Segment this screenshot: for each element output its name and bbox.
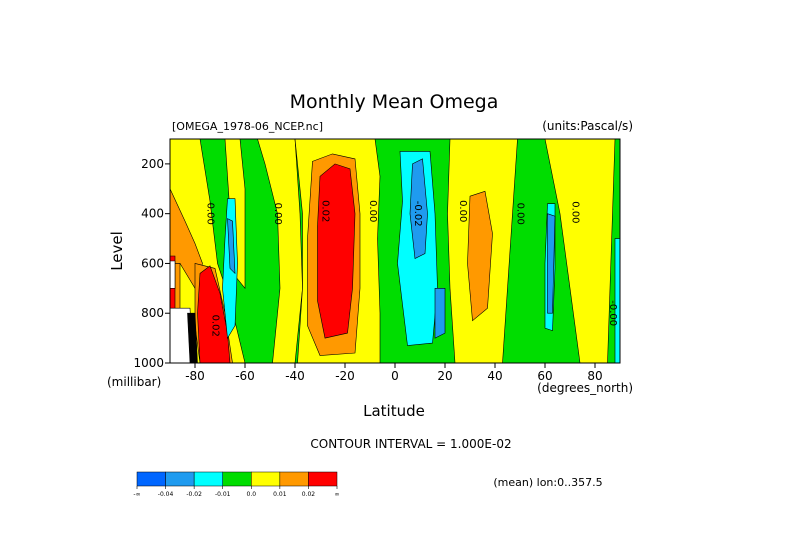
- x-tick-label-7: 60: [537, 369, 552, 383]
- colorbar-segment-2: [193, 471, 223, 487]
- contour-region-6: [544, 139, 616, 363]
- contour-region-22: [547, 213, 556, 314]
- colorbar-segment-0: [136, 471, 166, 487]
- colorbar-label-3: -0.01: [215, 491, 231, 498]
- y-tick-label-3: 800: [141, 306, 164, 320]
- contour-label-8: -0.00: [607, 300, 618, 326]
- colorbar-label-7: ∞: [335, 491, 340, 498]
- contour-region-24: [170, 307, 193, 363]
- y-axis-units: (millibar): [107, 375, 161, 389]
- y-tick-label-2: 600: [141, 256, 164, 270]
- x-axis-label: Latitude: [363, 402, 425, 420]
- footer-label: (mean) lon:0..357.5: [493, 476, 602, 489]
- file-label: [OMEGA_1978-06_NCEP.nc]: [172, 120, 323, 133]
- colorbar-segment-6: [308, 471, 338, 487]
- contour-region-20: [409, 158, 428, 259]
- units-label: (units:Pascal/s): [542, 119, 633, 133]
- chart-title: Monthly Mean Omega: [290, 91, 499, 113]
- contour-region-10: [467, 190, 493, 322]
- colorbar: -∞ -0.04 -0.02 -0.01 0.0 0.01 0.02 ∞: [133, 471, 340, 498]
- contour-label-6: 0.00: [515, 203, 526, 225]
- x-tick-label-0: -80: [185, 369, 205, 383]
- x-axis-ticks: -80 -60 -40 -20 0 20 40 60 80: [185, 363, 603, 383]
- x-axis-units: (degrees_north): [537, 381, 633, 395]
- x-tick-label-6: 40: [487, 369, 502, 383]
- contour-label-5: 0.00: [457, 200, 468, 222]
- contour-label-0: 0.00: [205, 203, 216, 225]
- colorbar-label-1: -0.04: [158, 491, 174, 498]
- colorbar-segment-3: [222, 471, 252, 487]
- contour-label-7: 0.00: [570, 201, 581, 223]
- contour-region-12: [317, 163, 356, 339]
- x-tick-label-2: -40: [285, 369, 305, 383]
- y-tick-label-1: 400: [141, 207, 164, 221]
- x-tick-label-4: 0: [391, 369, 399, 383]
- contour-label-3: 0.00: [367, 200, 378, 222]
- contour-labels: 0.00 0.00 0.02 0.00 -0.02 0.00 0.00 0.00 -0.00 0.…: [205, 200, 619, 337]
- contour-region-25: [187, 312, 198, 363]
- contour-label-1: 0.00: [272, 203, 283, 225]
- contour-region-18: [614, 238, 620, 363]
- y-axis-label: Level: [108, 231, 126, 271]
- colorbar-label-0: -∞: [133, 491, 140, 498]
- contour-region-21: [434, 287, 446, 339]
- contour-label-4: -0.02: [412, 201, 423, 227]
- colorbar-label-5: 0.01: [273, 491, 287, 498]
- colorbar-segment-5: [279, 471, 309, 487]
- y-tick-label-0: 200: [141, 157, 164, 171]
- x-tick-label-5: 20: [437, 369, 452, 383]
- contour-label-2: 0.02: [320, 200, 331, 222]
- plot-area: [170, 139, 620, 363]
- contour-region-23: [170, 260, 176, 289]
- contour-label-9: 0.02: [210, 315, 221, 337]
- contour-interval-label: CONTOUR INTERVAL = 1.000E-02: [310, 437, 511, 451]
- x-tick-label-8: 80: [587, 369, 602, 383]
- colorbar-label-4: 0.0: [247, 491, 257, 498]
- colorbar-segment-1: [165, 471, 195, 487]
- y-tick-label-4: 1000: [133, 356, 164, 370]
- contour-region-3: [257, 139, 303, 363]
- colorbar-label-6: 0.02: [302, 491, 316, 498]
- colorbar-segment-4: [251, 471, 281, 487]
- colorbar-label-2: -0.02: [186, 491, 202, 498]
- x-tick-label-1: -60: [235, 369, 255, 383]
- x-tick-label-3: -20: [335, 369, 355, 383]
- contour-region-13: [197, 265, 231, 363]
- y-axis-ticks: 200 400 600 800 1000: [133, 157, 170, 370]
- contour-region-19: [227, 218, 236, 275]
